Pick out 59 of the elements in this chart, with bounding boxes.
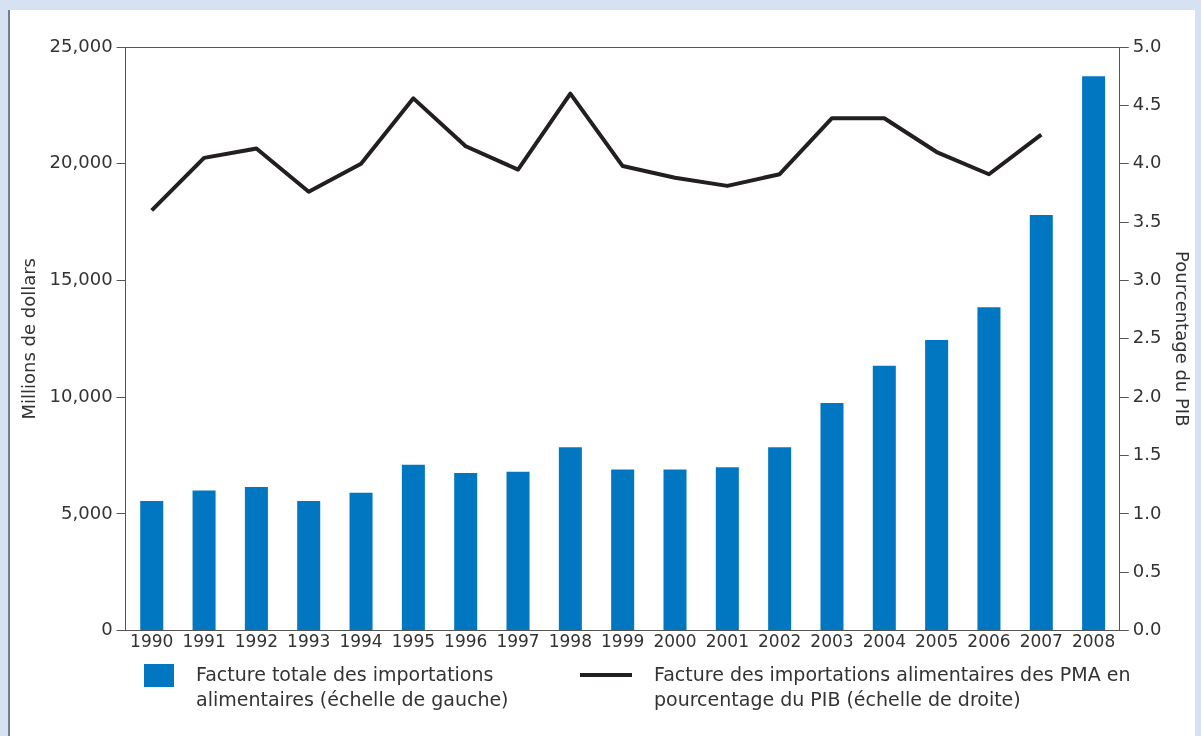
x-tick-label: 1995 [391, 631, 436, 652]
x-tick-label: 1994 [339, 631, 383, 652]
y2-tick-label: 4.0 [1132, 151, 1162, 173]
y2-tick-label: 2.5 [1132, 326, 1162, 348]
bar [192, 490, 216, 631]
x-tick-label: 2005 [915, 631, 959, 652]
x-tick-label: 1996 [444, 631, 488, 652]
bar [454, 473, 478, 631]
bar [925, 339, 949, 631]
y2-axis-title: Pourcentage du PIB [1171, 251, 1193, 427]
y-tick-label: 0 [101, 618, 113, 640]
x-tick-label: 2006 [967, 631, 1011, 652]
y2-tick-label: 0.0 [1132, 618, 1162, 640]
x-tick-label: 1992 [234, 631, 279, 652]
bar [558, 447, 582, 631]
x-tick-label: 2000 [653, 631, 697, 652]
bar [768, 447, 792, 631]
legend-label: Facture des importations alimentaires des PMA en pourcentage du PIB (échelle de droite) [654, 662, 1132, 712]
bar [349, 492, 373, 631]
y-tick-label: 15,000 [49, 268, 113, 290]
x-tick-label: 1997 [496, 631, 540, 652]
bar [401, 464, 425, 631]
bar [1082, 76, 1106, 631]
y2-tick-label: 3.0 [1132, 268, 1162, 290]
x-tick-label: 2002 [758, 631, 802, 652]
x-tick-label: 2007 [1019, 631, 1063, 652]
y2-tick-label: 2.0 [1132, 384, 1162, 406]
y-axis-title: Millions de dollars [18, 258, 40, 420]
x-tick-label: 1999 [601, 631, 645, 652]
y-tick-label: 5,000 [61, 501, 113, 523]
y-tick-label: 10,000 [49, 384, 113, 406]
bar [244, 487, 268, 631]
y2-tick-label: 5.0 [1132, 34, 1162, 56]
bar [506, 471, 530, 631]
x-tick-label: 1993 [287, 631, 331, 652]
bar [663, 469, 687, 631]
bar [1029, 215, 1053, 631]
bar [297, 501, 321, 631]
y-tick-label: 20,000 [49, 151, 113, 173]
y2-tick-label: 3.5 [1132, 209, 1162, 231]
x-tick-label: 2001 [705, 631, 749, 652]
x-tick-label: 2004 [862, 631, 906, 652]
x-tick-label: 1991 [182, 631, 226, 652]
bar [820, 403, 844, 631]
y2-tick-label: 0.5 [1132, 559, 1162, 581]
y-tick-label: 25,000 [49, 34, 113, 56]
y2-tick-label: 1.5 [1132, 443, 1162, 465]
bar [611, 469, 635, 631]
y2-tick-label: 1.0 [1132, 501, 1162, 523]
bar [872, 365, 896, 631]
y2-tick-label: 4.5 [1132, 93, 1162, 115]
x-tick-label: 1990 [130, 631, 174, 652]
x-tick-label: 2008 [1071, 631, 1116, 652]
legend-label: Facture totale des importations alimentaires (échelle de gauche) [196, 662, 510, 712]
bar [977, 307, 1001, 631]
x-tick-label: 1998 [548, 631, 592, 652]
x-tick-label: 2003 [810, 631, 854, 652]
bar [140, 501, 164, 631]
bar [715, 467, 739, 631]
